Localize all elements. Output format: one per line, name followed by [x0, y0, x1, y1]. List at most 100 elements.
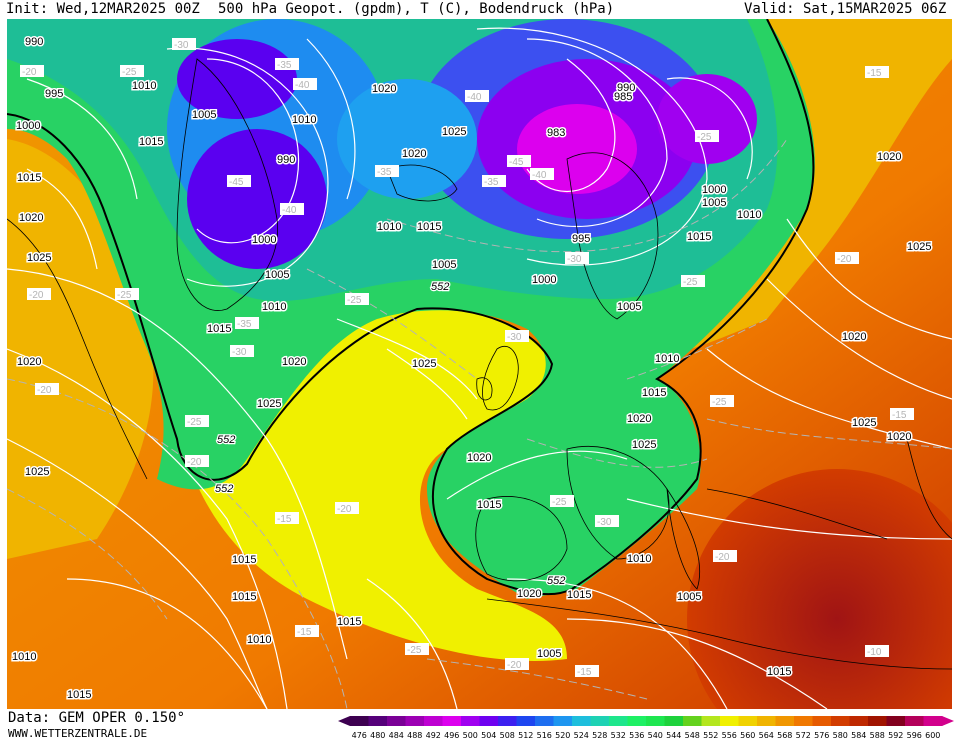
isotherm-label: -35	[482, 175, 506, 188]
isobar-label: 1000	[16, 120, 40, 132]
svg-text:-15: -15	[297, 627, 312, 638]
svg-text:-25: -25	[683, 277, 698, 288]
svg-text:-25: -25	[117, 290, 132, 301]
colorbar-swatch	[812, 716, 832, 726]
isobar-label: 1020	[19, 212, 43, 224]
colorbar-swatch	[683, 716, 702, 726]
isotherms	[7, 138, 952, 709]
isotherm-label: -25	[681, 275, 705, 288]
geopotential-label: 552	[431, 281, 449, 293]
svg-text:-45: -45	[509, 157, 524, 168]
isobar-label: 990	[25, 36, 43, 48]
isobar-label: 1025	[632, 439, 656, 451]
isotherm-label: -25	[695, 130, 719, 143]
france-coast	[566, 446, 670, 560]
isobar-label: 1015	[232, 554, 256, 566]
isobar-label: 1015	[17, 172, 41, 184]
colorbar-tick-label: 552	[703, 731, 718, 740]
isobar-label: 1010	[737, 209, 761, 221]
colorbar-tick-label: 576	[814, 731, 829, 740]
scandinavia-coast	[566, 152, 659, 320]
colorbar-tick-label: 568	[777, 731, 792, 740]
isobar-label: 1010	[247, 634, 271, 646]
svg-text:-40: -40	[295, 80, 310, 91]
colorbar-tick-label: 476	[352, 731, 367, 740]
isobar-label: 1005	[192, 109, 216, 121]
isotherm-label: -25	[550, 495, 574, 508]
isobar-label: 1010	[292, 114, 316, 126]
isobar-label: 1025	[25, 466, 49, 478]
colorbar-tick-label: 556	[722, 731, 737, 740]
isotherm-label: -30	[595, 515, 619, 528]
colorbar-tick-label: 520	[555, 731, 570, 740]
isotherm-label: -45	[227, 175, 251, 188]
isobar-label: 1015	[567, 589, 591, 601]
colorbar-right-arrow	[942, 716, 954, 726]
black-sea-coast	[906, 438, 952, 540]
map-header: Init: Wed,12MAR2025 00Z 500 hPa Geopot. …	[0, 0, 959, 19]
isotherm-label: -10	[865, 645, 889, 658]
colorbar-swatch	[664, 716, 684, 726]
colorbar-tick-label: 592	[888, 731, 903, 740]
colorbar-swatch	[757, 716, 776, 726]
colorbar-swatch	[479, 716, 499, 726]
isobar-label: 1010	[262, 301, 286, 313]
colorbar-swatch	[886, 716, 906, 726]
svg-text:-25: -25	[697, 132, 712, 143]
svg-text:-40: -40	[532, 170, 547, 181]
isobar-label: 990	[277, 154, 295, 166]
isobar-label: 1005	[677, 591, 701, 603]
east-warm-band	[337, 19, 952, 362]
init-time: Init: Wed,12MAR2025 00Z	[6, 1, 200, 17]
colorbar-tick-label: 496	[444, 731, 459, 740]
colorbar-tick-label: 572	[796, 731, 811, 740]
svg-text:-40: -40	[467, 92, 482, 103]
isobar-label: 1010	[132, 80, 156, 92]
isobar-label: 1005	[265, 269, 289, 281]
colorbar-swatch	[535, 716, 554, 726]
colorbar-tick-label: 540	[648, 731, 663, 740]
isobar-label: 1025	[412, 358, 436, 370]
isobar-label: 1015	[767, 666, 791, 678]
colorbar-swatch	[775, 716, 795, 726]
colorbar-tick-label: 588	[870, 731, 885, 740]
svg-text:-20: -20	[337, 504, 352, 515]
isobar-label: 1010	[377, 221, 401, 233]
geopotential-label: 552	[215, 483, 233, 495]
colorbar-swatch	[387, 716, 406, 726]
isotherm-label: -20	[185, 455, 209, 468]
isobar-label: 1005	[702, 197, 726, 209]
colorbar-tick-label: 492	[426, 731, 441, 740]
isobar-label: 983	[547, 127, 565, 139]
colorbar-left-arrow	[338, 716, 350, 726]
isobar-label: 1010	[12, 651, 36, 663]
isotherm-label: -30	[505, 330, 529, 343]
isotherm-label: -20	[20, 65, 44, 78]
svg-text:-20: -20	[715, 552, 730, 563]
svg-text:-20: -20	[187, 457, 202, 468]
colorbar-swatch	[720, 716, 739, 726]
website-link[interactable]: WWW.WETTERZENTRALE.DE	[8, 727, 148, 740]
colorbar-tick-label: 564	[759, 731, 774, 740]
greenland-low-core	[187, 129, 327, 269]
map-area[interactable]: 990 995 1000 1005 1010 1015 1020 1025 990 1000 100…	[7, 19, 952, 709]
isotherm-label: -15	[575, 665, 599, 678]
svg-text:-25: -25	[347, 295, 362, 306]
colorbar-swatch	[609, 716, 628, 726]
isobar-label: 1005	[432, 259, 456, 271]
isotherm-label: -20	[835, 252, 859, 265]
isobar-label: 1020	[467, 452, 491, 464]
svg-text:-40: -40	[282, 205, 297, 216]
isobar-label: 1010	[655, 353, 679, 365]
isobar-label: 1020	[842, 331, 866, 343]
isobar-label: 1025	[27, 252, 51, 264]
colorbar-tick-label: 600	[925, 731, 940, 740]
colorbar-swatch	[849, 716, 869, 726]
svg-text:-30: -30	[174, 40, 189, 51]
geopotential-label: 552	[217, 434, 235, 446]
ireland-coast	[476, 377, 493, 401]
isotherm-label: -45	[507, 155, 531, 168]
